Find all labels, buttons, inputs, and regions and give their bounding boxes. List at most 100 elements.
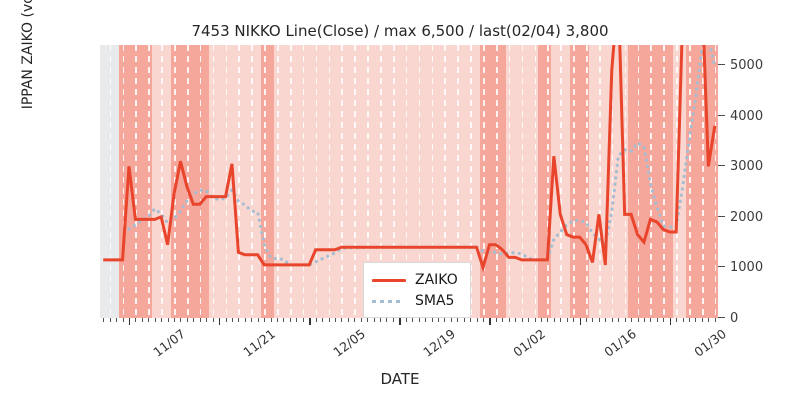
vertical-gridline — [444, 45, 446, 318]
x-axis-minor-tick — [225, 318, 227, 322]
x-axis-minor-tick — [418, 318, 420, 322]
x-axis-minor-tick — [450, 318, 452, 322]
x-axis-minor-tick — [618, 318, 620, 322]
x-axis-minor-tick — [643, 318, 645, 322]
x-axis-minor-tick — [277, 318, 279, 322]
sma5-line-swatch-icon — [372, 295, 406, 307]
x-axis-minor-tick — [174, 318, 176, 322]
vertical-gridline — [483, 45, 485, 318]
x-axis-minor-tick — [264, 318, 266, 322]
vertical-gridline — [689, 45, 691, 318]
x-axis-minor-tick — [283, 318, 285, 322]
vertical-gridline — [354, 45, 356, 318]
chart-legend[interactable]: ZAIKO SMA5 — [363, 262, 471, 318]
x-axis-minor-tick — [270, 318, 272, 322]
vertical-gridline — [199, 45, 202, 318]
x-axis-minor-tick — [212, 318, 214, 322]
x-axis-minor-tick — [566, 318, 568, 322]
y-tick-mark-icon — [718, 114, 725, 116]
x-axis-minor-tick — [141, 318, 143, 322]
x-axis-minor-tick — [251, 318, 253, 322]
y-axis-label-wrap: IPPAN ZAIKO (volume) — [20, 0, 79, 318]
background-band — [569, 45, 590, 318]
x-axis-minor-tick — [444, 318, 446, 322]
x-axis-minor-tick — [373, 318, 375, 322]
vertical-gridline — [431, 45, 434, 318]
x-axis-minor-tick — [315, 318, 317, 322]
x-axis-minor-tick — [244, 318, 246, 322]
vertical-gridline — [225, 45, 228, 318]
x-axis-major-tick — [579, 318, 581, 325]
x-axis-minor-tick — [508, 318, 510, 322]
y-tick-mark-icon — [718, 317, 725, 318]
x-axis-minor-tick — [148, 318, 150, 322]
legend-item-zaiko[interactable]: ZAIKO — [372, 269, 458, 290]
x-axis-minor-tick — [650, 318, 652, 322]
x-axis-minor-tick — [457, 318, 459, 322]
x-axis-minor-tick — [714, 318, 716, 322]
vertical-gridline — [148, 45, 150, 318]
x-axis-minor-tick — [560, 318, 562, 322]
vertical-gridline — [650, 45, 652, 318]
vertical-gridline — [573, 45, 575, 318]
x-axis-minor-tick — [586, 318, 588, 322]
vertical-gridline — [598, 45, 601, 318]
x-axis-minor-tick — [547, 318, 549, 322]
vertical-gridline — [315, 45, 318, 318]
y-axis-tick: 4000 — [718, 108, 764, 124]
vertical-gridline — [135, 45, 137, 318]
vertical-gridline — [637, 45, 640, 318]
x-axis-minor-tick — [322, 318, 324, 322]
vertical-gridline — [470, 45, 472, 318]
vertical-gridline — [521, 45, 524, 318]
x-axis-tick-label: 11/21 — [240, 326, 279, 360]
y-tick-label: 0 — [730, 311, 739, 326]
x-axis-minor-tick — [296, 318, 298, 322]
vertical-gridline — [238, 45, 240, 318]
x-axis-minor-tick — [238, 318, 240, 322]
y-axis-label: IPPAN ZAIKO (volume) — [20, 0, 36, 110]
x-axis-minor-tick — [637, 318, 639, 322]
x-axis-minor-tick — [412, 318, 414, 322]
chart-title: 7453 NIKKO Line(Close) / max 6,500 / las… — [191, 22, 609, 40]
x-axis-minor-tick — [122, 318, 124, 322]
vertical-gridline — [302, 45, 305, 318]
x-axis-minor-tick — [135, 318, 137, 322]
x-axis-minor-tick — [154, 318, 156, 322]
vertical-gridline — [586, 45, 588, 318]
x-axis-minor-tick — [206, 318, 208, 322]
x-axis-minor-tick — [199, 318, 201, 322]
vertical-gridline — [109, 45, 112, 318]
x-axis-ticks — [100, 318, 718, 326]
x-axis-minor-tick — [328, 318, 330, 322]
x-axis-minor-tick — [689, 318, 691, 322]
x-axis-minor-tick — [437, 318, 439, 322]
x-axis-minor-tick — [540, 318, 542, 322]
legend-label-sma5: SMA5 — [415, 292, 455, 309]
x-axis-minor-tick — [289, 318, 291, 322]
x-axis-minor-tick — [476, 318, 478, 322]
vertical-gridline — [560, 45, 562, 318]
plot-area[interactable] — [100, 45, 718, 318]
y-axis-tick: 1000 — [718, 260, 763, 275]
x-axis-minor-tick — [663, 318, 665, 322]
vertical-gridline — [508, 45, 511, 318]
x-axis-minor-tick — [573, 318, 575, 322]
y-tick-label: 4000 — [730, 108, 764, 124]
legend-item-sma5[interactable]: SMA5 — [372, 290, 458, 311]
x-axis-minor-tick — [483, 318, 485, 322]
x-axis-minor-tick — [553, 318, 555, 322]
vertical-gridline — [624, 45, 627, 318]
x-axis-minor-tick — [103, 318, 105, 322]
vertical-gridline — [367, 45, 369, 318]
x-axis-minor-tick — [161, 318, 163, 322]
x-axis-minor-tick — [676, 318, 678, 322]
x-axis-minor-tick — [405, 318, 407, 322]
sma5-series-line — [127, 45, 717, 267]
x-axis-minor-tick — [386, 318, 388, 322]
vertical-gridline — [341, 45, 343, 318]
x-axis-tick-label: 12/05 — [330, 326, 369, 360]
x-axis-tick-label: 01/02 — [510, 326, 549, 360]
vertical-gridline — [714, 45, 717, 318]
y-tick-mark-icon — [718, 64, 725, 66]
